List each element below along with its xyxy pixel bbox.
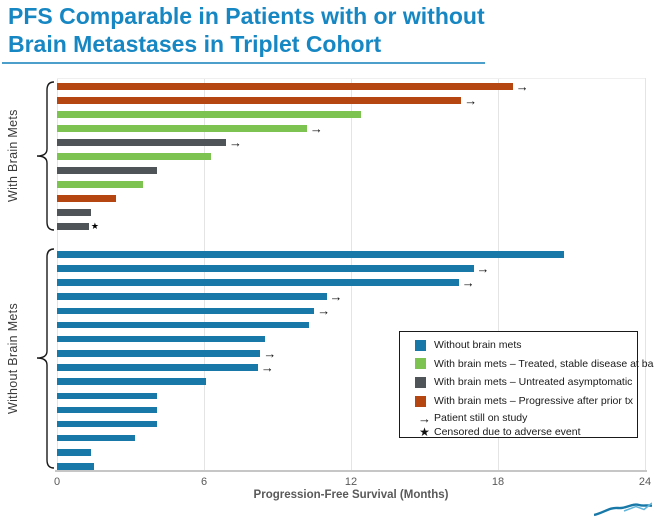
patient-bar <box>57 181 143 188</box>
red-swatch-icon <box>415 395 426 407</box>
x-tick-label: 12 <box>344 476 358 488</box>
x-axis-title: Progression-Free Survival (Months) <box>253 489 449 501</box>
patient-bar <box>57 167 158 174</box>
legend-item-progressive: With brain mets – Progressive after prio… <box>415 394 633 408</box>
page-title: PFS Comparable in Patients with or witho… <box>8 2 648 58</box>
patient-bar <box>57 195 116 202</box>
legend-box: Without brain mets With brain mets – Tre… <box>399 331 654 439</box>
still-on-study-arrow-icon: → <box>260 359 274 375</box>
green-swatch-icon <box>415 358 426 369</box>
patient-bar <box>57 265 474 272</box>
patient-bar <box>57 223 89 230</box>
patient-bar <box>57 350 261 357</box>
gray-swatch-icon <box>415 376 426 388</box>
page-title-line1: PFS Comparable in Patients with or witho… <box>8 3 485 29</box>
gridline <box>645 78 646 471</box>
legend-item-label: Without brain mets <box>434 339 522 351</box>
patient-bar <box>57 97 462 104</box>
company-logo-icon <box>594 502 652 517</box>
x-tick-label: 6 <box>200 476 208 488</box>
patient-bar <box>57 335 266 343</box>
arrow-icon: → <box>418 410 431 426</box>
legend-item-label: With brain mets – Progressive after prio… <box>434 395 633 407</box>
patient-bar <box>57 420 158 428</box>
legend-item-label: Censored due to adverse event <box>434 426 581 438</box>
still-on-study-arrow-icon: → <box>464 92 478 108</box>
patient-bar <box>57 83 513 90</box>
patient-bar <box>57 251 565 258</box>
patient-bar <box>57 139 227 146</box>
with-brain-mets-brace <box>36 81 55 469</box>
still-on-study-arrow-icon: → <box>515 78 529 94</box>
still-on-study-arrow-icon: → <box>461 274 475 290</box>
patient-bar <box>57 209 92 216</box>
patient-bar <box>57 449 92 456</box>
still-on-study-arrow-icon: → <box>229 134 243 150</box>
group-label-with-brain-mets: With Brain Mets <box>6 109 20 203</box>
legend-item-label: With brain mets – Treated, stable diseas… <box>434 357 654 370</box>
gridline <box>57 78 58 471</box>
patient-bar <box>57 378 207 385</box>
still-on-study-arrow-icon: → <box>317 303 331 319</box>
still-on-study-arrow-icon: → <box>329 288 343 304</box>
patient-bar <box>57 364 258 371</box>
patient-bar <box>57 392 158 399</box>
patient-bar <box>57 463 94 470</box>
legend-item-label: Patient still on study <box>434 412 528 424</box>
patient-bar <box>57 321 310 329</box>
legend-item-still-on-study: → Patient still on study <box>415 410 528 426</box>
title-underline <box>2 62 485 64</box>
blue-swatch-icon <box>415 339 426 351</box>
still-on-study-arrow-icon: → <box>263 345 277 361</box>
legend-item-censored: ★ Censored due to adverse event <box>415 425 581 439</box>
star-icon: ★ <box>419 425 430 439</box>
x-axis-line <box>55 470 647 472</box>
legend-item-treated-stable: With brain mets – Treated, stable diseas… <box>415 357 654 371</box>
patient-bar <box>57 125 307 132</box>
censored-star-icon: ★ <box>90 221 99 231</box>
x-tick-label: 18 <box>491 476 505 488</box>
patient-bar <box>57 307 315 315</box>
still-on-study-arrow-icon: → <box>309 120 323 136</box>
patient-bar <box>57 153 212 160</box>
plot-top-border <box>57 78 645 79</box>
x-tick-label: 24 <box>638 476 652 488</box>
patient-bar <box>57 434 136 442</box>
page-title-line2: Brain Metastases in Triplet Cohort <box>8 31 382 58</box>
gridline <box>351 78 352 471</box>
still-on-study-arrow-icon: → <box>476 260 490 276</box>
legend-item-without-brain-mets: Without brain mets <box>415 338 522 352</box>
patient-bar <box>57 406 158 414</box>
legend-item-label: With brain mets – Untreated asymptomatic <box>434 376 633 388</box>
patient-bar <box>57 293 327 300</box>
gridline <box>204 78 205 471</box>
legend-item-untreated-asymptomatic: With brain mets – Untreated asymptomatic <box>415 375 632 389</box>
group-label-without-brain-mets: Without Brain Mets <box>6 303 20 414</box>
gridline <box>498 78 499 471</box>
patient-bar <box>57 111 361 118</box>
x-tick-label: 0 <box>53 476 61 488</box>
patient-bar <box>57 279 459 286</box>
